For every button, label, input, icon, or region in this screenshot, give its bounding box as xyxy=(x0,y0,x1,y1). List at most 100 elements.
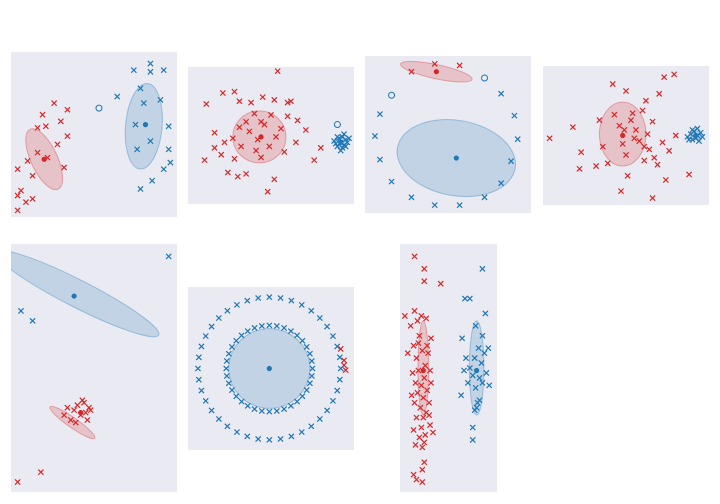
data-point xyxy=(329,397,336,404)
plot-area xyxy=(401,253,493,486)
data-point xyxy=(288,433,295,440)
data-point xyxy=(511,112,518,119)
subplot-1 xyxy=(11,52,177,217)
data-point xyxy=(662,176,669,184)
data-point xyxy=(334,387,341,394)
data-point xyxy=(238,332,245,339)
mean-marker xyxy=(453,155,459,161)
data-point xyxy=(223,372,230,380)
data-point xyxy=(306,350,313,357)
data-point xyxy=(416,332,423,339)
data-point xyxy=(426,412,433,419)
data-point xyxy=(228,343,235,350)
data-point xyxy=(345,135,353,142)
subplot-grid xyxy=(11,52,709,492)
subplot-5 xyxy=(11,244,177,492)
series-2 xyxy=(684,125,706,145)
data-point xyxy=(466,364,473,372)
data-point xyxy=(42,123,49,130)
outlier-point xyxy=(95,104,103,112)
data-point xyxy=(431,60,438,67)
data-point xyxy=(464,379,471,386)
data-point xyxy=(469,372,476,379)
data-point xyxy=(137,85,144,92)
data-point xyxy=(147,60,154,67)
data-point xyxy=(593,163,600,170)
axes-background xyxy=(11,52,177,217)
data-point xyxy=(134,146,141,153)
data-point xyxy=(456,202,463,209)
outlier-point xyxy=(481,74,489,82)
data-point xyxy=(24,157,31,164)
data-point xyxy=(324,323,331,330)
data-point xyxy=(308,307,315,314)
data-point xyxy=(420,414,427,421)
data-point xyxy=(87,407,94,414)
data-point xyxy=(37,469,44,476)
data-point xyxy=(255,294,262,302)
data-point xyxy=(412,379,419,386)
data-point xyxy=(147,138,154,145)
data-point xyxy=(287,328,294,335)
data-point xyxy=(238,143,245,150)
data-point xyxy=(376,156,383,163)
data-point xyxy=(299,393,306,400)
data-point xyxy=(298,429,305,436)
data-point xyxy=(287,98,294,105)
data-point xyxy=(167,159,174,166)
data-point xyxy=(14,192,21,199)
plot-area xyxy=(14,60,174,214)
data-point xyxy=(246,128,253,135)
series-1 xyxy=(401,253,444,486)
data-point xyxy=(410,342,417,349)
data-point xyxy=(274,68,281,75)
subplot-4 xyxy=(543,66,709,205)
data-point xyxy=(215,415,222,422)
data-point xyxy=(202,397,209,404)
axes-background xyxy=(365,56,531,213)
mean-marker xyxy=(620,132,626,139)
data-point xyxy=(211,129,218,136)
data-point xyxy=(486,382,493,389)
mean-marker xyxy=(142,122,149,128)
subplot-6 xyxy=(188,287,354,450)
data-point xyxy=(160,67,167,74)
data-point xyxy=(264,188,271,195)
data-point xyxy=(407,322,414,329)
data-point xyxy=(419,466,426,473)
mean-marker xyxy=(433,69,439,75)
data-point xyxy=(34,124,41,131)
data-point xyxy=(458,392,465,399)
data-point xyxy=(266,408,273,415)
data-point xyxy=(423,315,430,322)
data-point xyxy=(271,176,278,183)
data-point xyxy=(287,402,294,409)
data-point xyxy=(426,399,433,406)
data-point xyxy=(84,417,91,424)
data-point xyxy=(460,367,468,374)
data-point xyxy=(311,157,318,164)
data-point xyxy=(427,367,434,374)
data-point xyxy=(696,138,703,145)
data-point xyxy=(342,136,349,143)
data-point xyxy=(569,124,576,131)
data-point xyxy=(266,143,273,150)
data-point xyxy=(14,479,21,486)
data-point xyxy=(408,194,415,201)
data-point xyxy=(475,345,482,352)
data-point xyxy=(649,195,656,202)
data-point xyxy=(303,343,310,350)
data-point xyxy=(324,407,331,414)
data-point xyxy=(417,404,424,411)
data-point xyxy=(469,436,476,443)
series-1 xyxy=(201,68,324,195)
data-point xyxy=(686,136,693,143)
data-point xyxy=(546,135,553,142)
data-point xyxy=(336,376,343,383)
data-point xyxy=(64,404,71,411)
data-point xyxy=(476,397,483,404)
data-point xyxy=(437,280,444,287)
data-point xyxy=(414,389,421,396)
data-point xyxy=(198,343,205,350)
data-point xyxy=(627,117,635,124)
